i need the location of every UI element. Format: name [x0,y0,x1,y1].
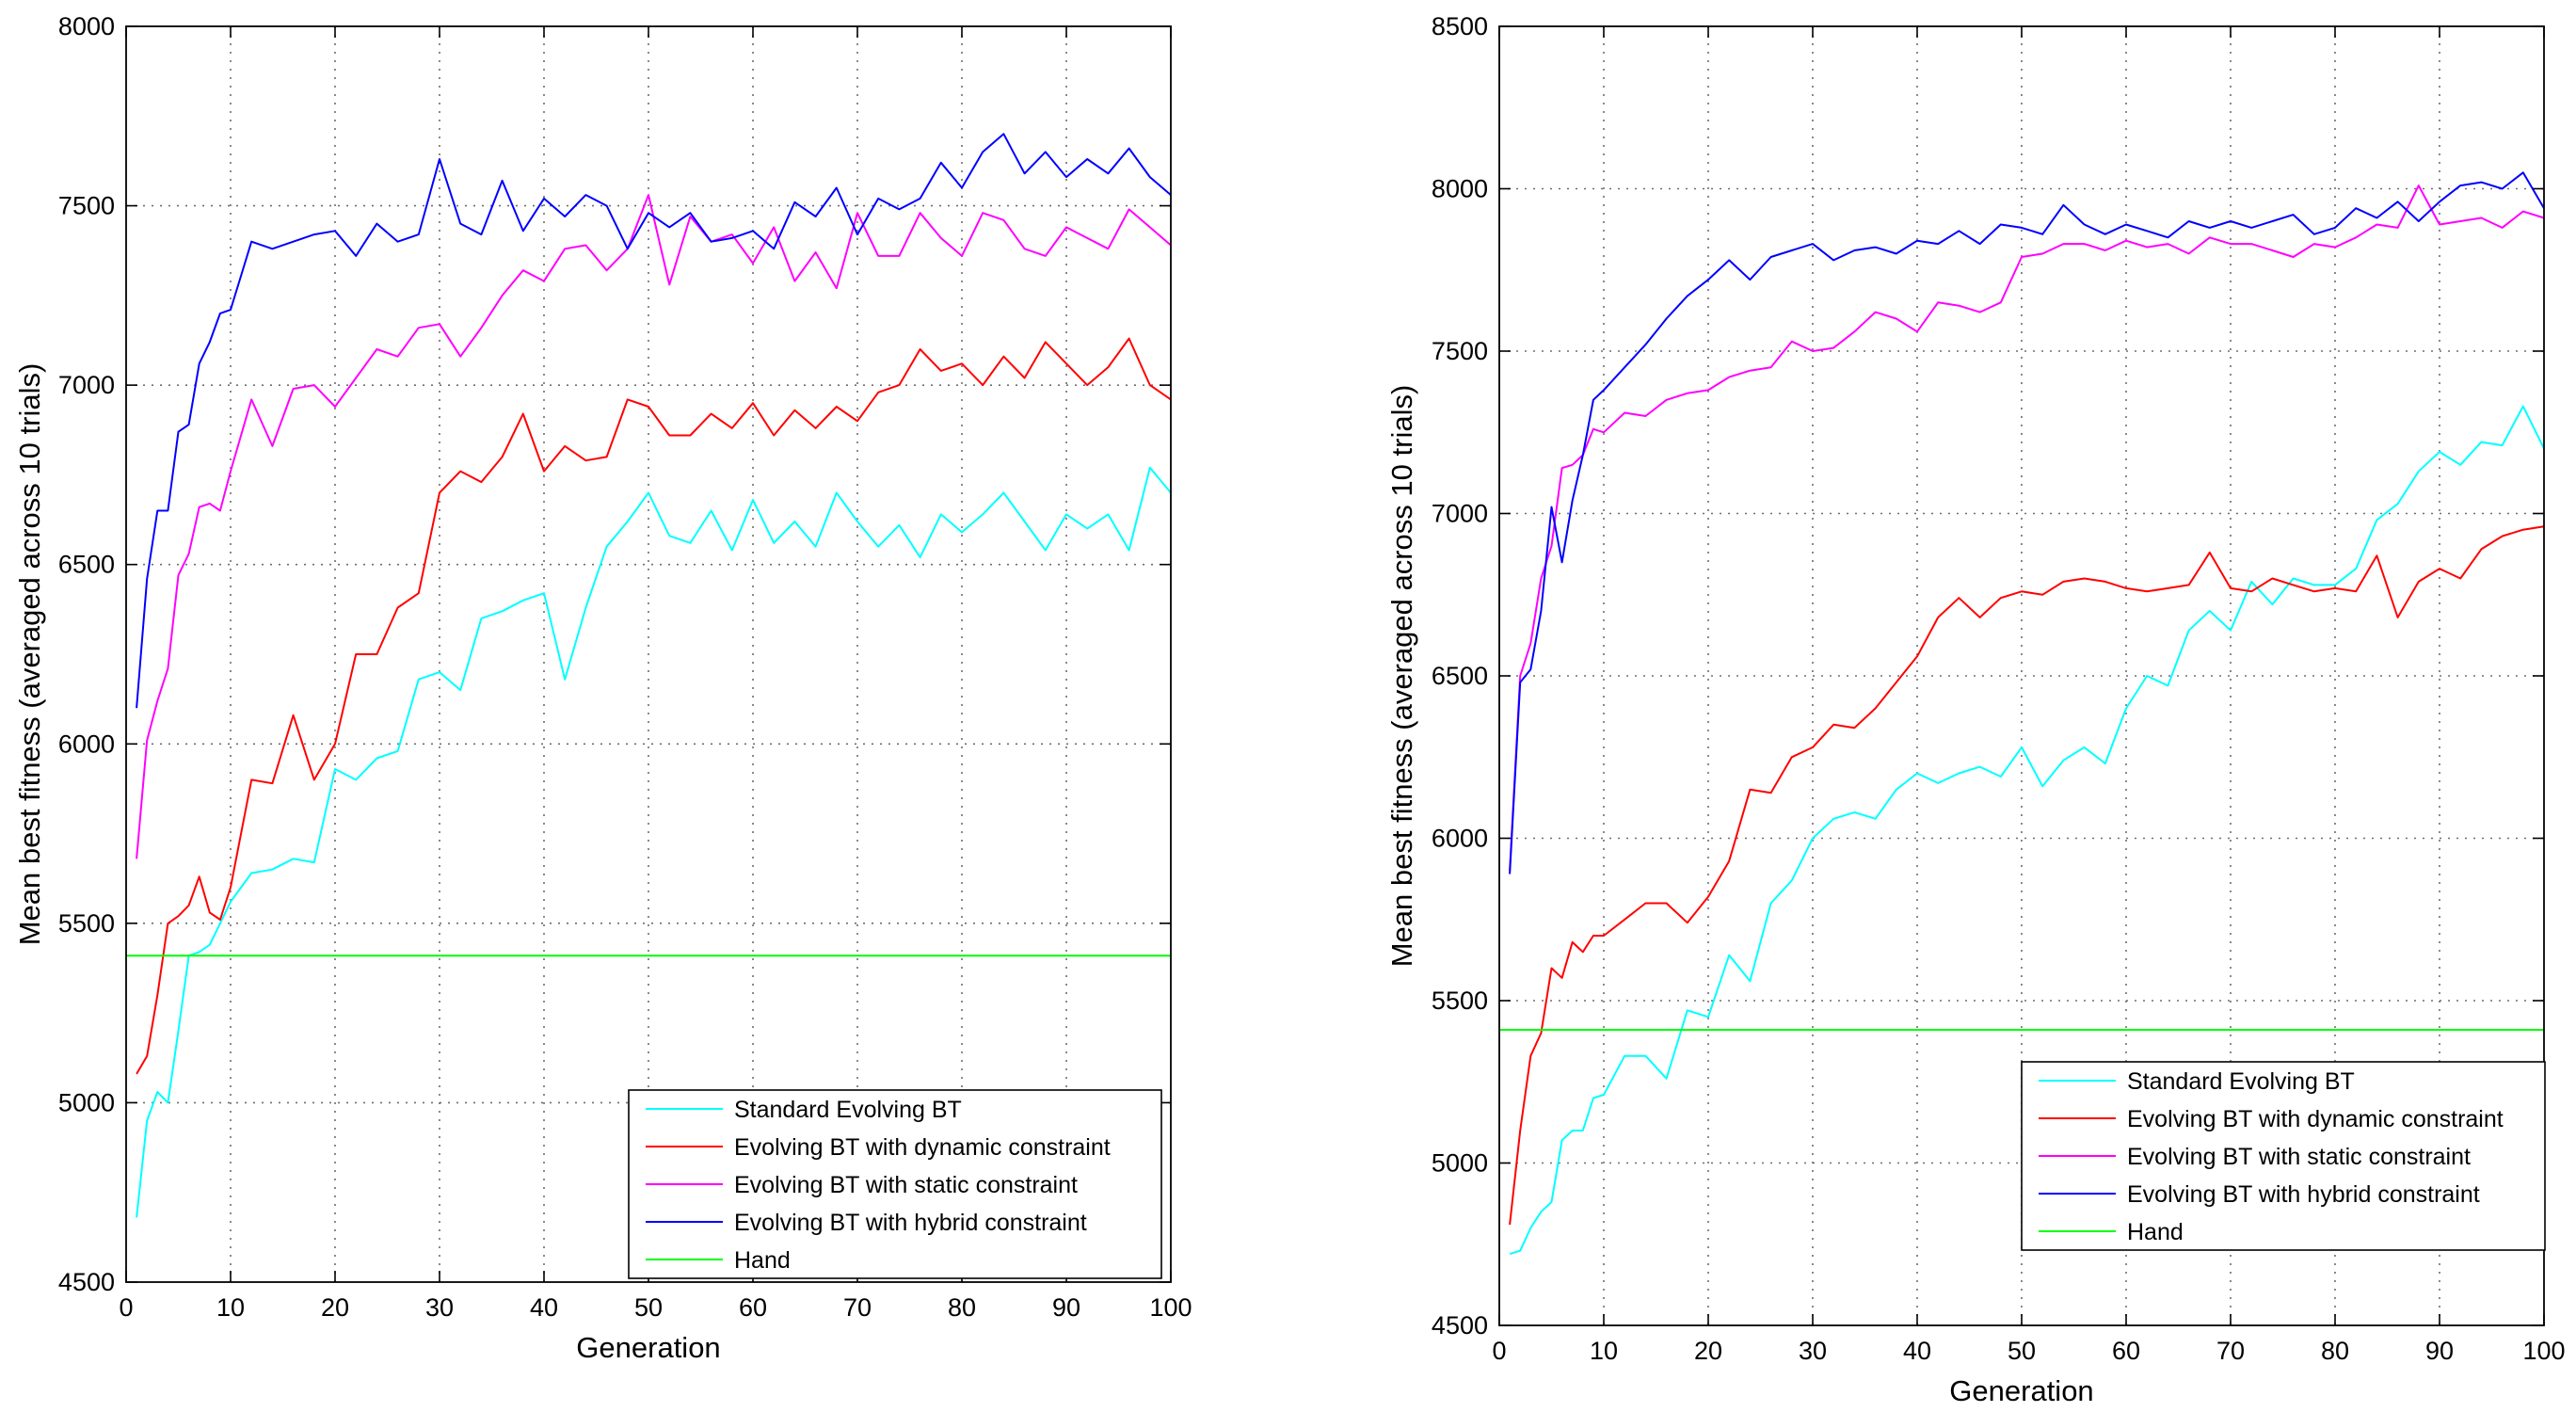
y-tick-label: 7000 [1432,500,1488,528]
y-tick-label: 8000 [58,12,115,40]
y-tick-label: 5000 [1432,1149,1488,1178]
series-line-2 [136,337,1172,1075]
legend-label-1: Standard Evolving BT [734,1097,962,1123]
x-tick-label: 20 [321,1293,349,1322]
legend-label-2: Evolving BT with dynamic constraint [734,1134,1111,1161]
x-tick-label: 100 [1149,1293,1192,1322]
legend-label-3: Evolving BT with static constraint [734,1172,1078,1198]
y-tick-label: 5500 [58,909,115,938]
series-line-3 [1509,185,2545,872]
x-tick-label: 90 [2425,1337,2454,1365]
legend-label-5: Hand [2127,1219,2184,1245]
x-tick-label: 50 [2008,1337,2036,1365]
y-tick-label: 7500 [58,192,115,220]
series-line-4 [136,133,1172,709]
y-tick-label: 6500 [1432,662,1488,690]
series-line-4 [1509,171,2545,874]
series-line-2 [1509,525,2545,1226]
x-tick-label: 20 [1694,1337,1722,1365]
y-tick-label: 8500 [1432,12,1488,40]
x-axis-label: Generation [1949,1374,2093,1407]
series-line-3 [136,194,1172,859]
x-tick-label: 70 [843,1293,872,1322]
x-axis-label: Generation [576,1331,720,1364]
y-tick-label: 7500 [1432,337,1488,365]
x-tick-label: 100 [2522,1337,2565,1365]
x-tick-label: 0 [1492,1337,1506,1365]
series-line-1 [1509,405,2545,1256]
x-tick-label: 40 [1903,1337,1931,1365]
series-line-1 [136,466,1172,1218]
y-tick-label: 5000 [58,1088,115,1116]
y-tick-label: 7000 [58,371,115,399]
x-tick-label: 30 [1799,1337,1827,1365]
chart-2: 0 10 20 30 40 50 60 70 80 90 100 4500 5000 5500 6000 65… [1385,12,2566,1407]
legend-label-4: Evolving BT with hybrid constraint [2127,1181,2480,1208]
y-tick-label: 4500 [58,1268,115,1296]
legend-label-5: Hand [734,1247,791,1274]
x-tick-label: 0 [119,1293,133,1322]
y-tick-label: 6000 [1432,825,1488,853]
y-tick-label: 6000 [58,730,115,758]
x-tick-label: 10 [216,1293,245,1322]
y-tick-label: 5500 [1432,987,1488,1015]
x-tick-label: 60 [2112,1337,2140,1365]
x-tick-label: 80 [948,1293,976,1322]
x-tick-label: 40 [530,1293,558,1322]
x-tick-label: 50 [634,1293,663,1322]
y-axis-label: Mean best fitness (averaged across 10 tr… [13,363,46,946]
y-tick-label: 8000 [1432,175,1488,203]
legend-label-1: Standard Evolving BT [2127,1068,2355,1095]
legend: Standard Evolving BT Evolving BT with dyn… [628,1089,1162,1279]
x-tick-label: 30 [425,1293,454,1322]
y-tick-label: 4500 [1432,1311,1488,1340]
x-tick-label: 60 [739,1293,767,1322]
chart-1: 0 10 20 30 40 50 60 70 80 90 100 4500 5000 5500 6000 65… [13,12,1192,1364]
legend: Standard Evolving BT Evolving BT with dyn… [2021,1061,2546,1251]
legend-label-4: Evolving BT with hybrid constraint [734,1210,1087,1236]
x-tick-label: 70 [2216,1337,2245,1365]
legend-label-2: Evolving BT with dynamic constraint [2127,1106,2504,1132]
x-tick-label: 10 [1590,1337,1618,1365]
legend-label-3: Evolving BT with static constraint [2127,1144,2471,1170]
y-tick-label: 6500 [58,551,115,579]
x-tick-label: 90 [1052,1293,1080,1322]
y-axis-label: Mean best fitness (averaged across 10 tr… [1385,385,1418,968]
x-tick-label: 80 [2321,1337,2349,1365]
